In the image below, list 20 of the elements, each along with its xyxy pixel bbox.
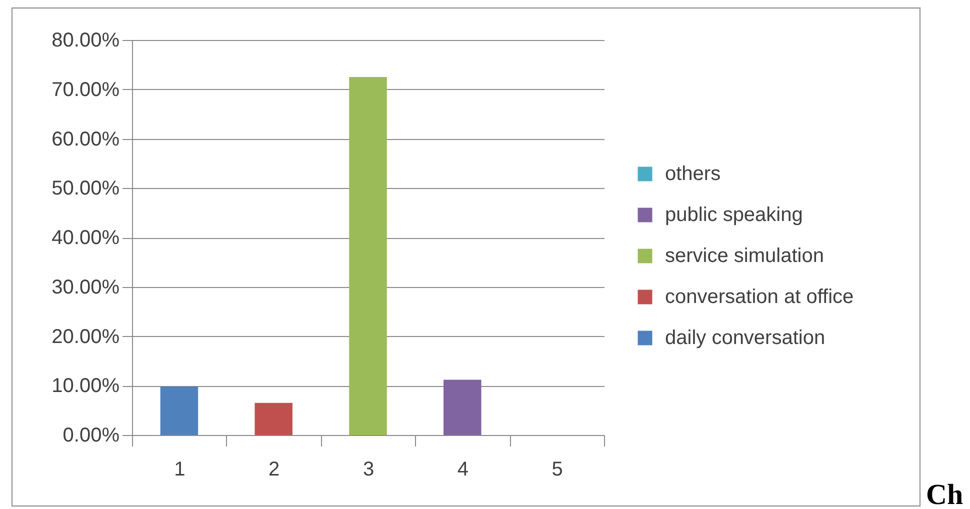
y-tick-label: 50.00% xyxy=(52,178,120,200)
x-tick-label: 2 xyxy=(268,458,280,480)
legend-label: others xyxy=(665,163,721,185)
legend-label: public speaking xyxy=(665,204,803,226)
y-tick-label: 20.00% xyxy=(52,326,120,348)
x-tick-label: 4 xyxy=(457,458,468,480)
text: Ch xyxy=(926,479,964,509)
y-tick-label: 10.00% xyxy=(52,375,120,398)
x-tick-label: 5 xyxy=(552,458,563,480)
legend-label: daily conversation xyxy=(665,327,826,349)
y-tick-label: 70.00% xyxy=(52,78,120,101)
legend-label: service simulation xyxy=(665,245,824,267)
y-tick-label: 80.00% xyxy=(52,30,120,52)
legend-label: conversation at office xyxy=(665,286,854,308)
y-tick-label: 40.00% xyxy=(52,227,120,249)
x-tick-label: 3 xyxy=(362,458,374,480)
y-tick-label: 30.00% xyxy=(52,276,120,298)
y-tick-label: 60.00% xyxy=(52,128,120,150)
y-tick-label: 0.00% xyxy=(62,424,120,446)
x-tick-label: 1 xyxy=(174,458,186,480)
